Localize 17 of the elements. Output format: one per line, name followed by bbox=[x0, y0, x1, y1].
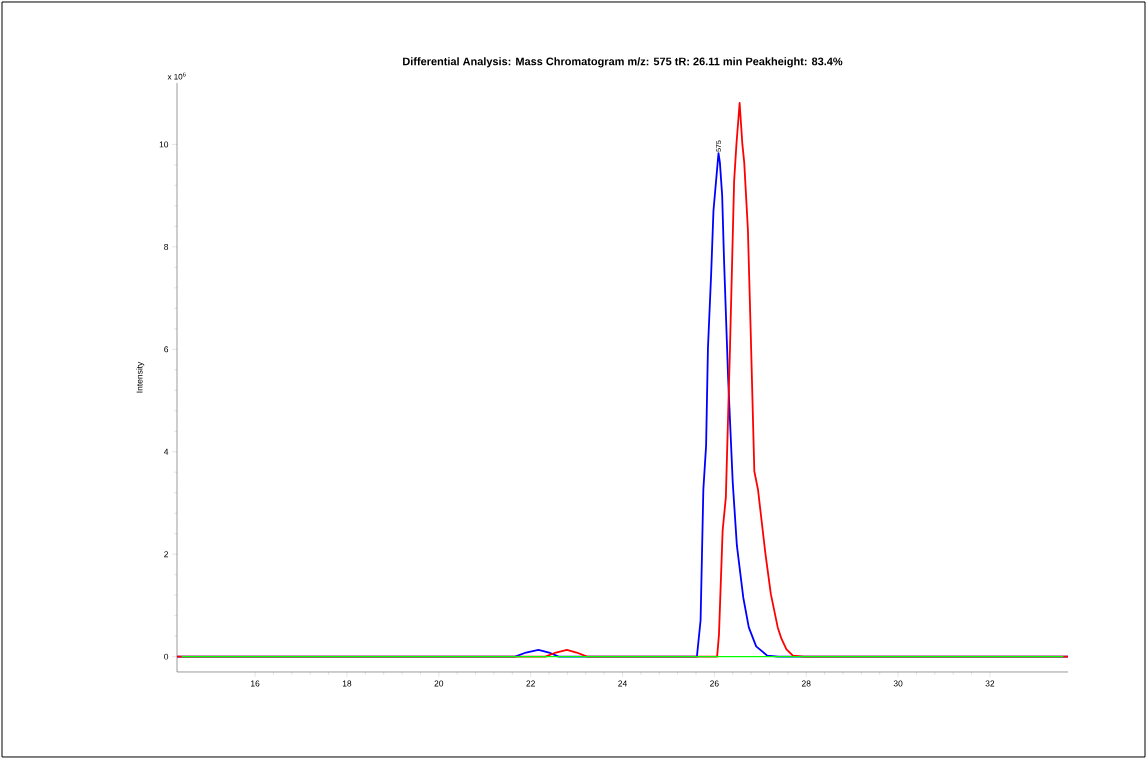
y-tick-label: 4 bbox=[163, 448, 169, 455]
y-axis-title: Intensity bbox=[136, 361, 145, 393]
x-tick-label: 18 bbox=[342, 680, 352, 687]
y-tick-label: 10 bbox=[159, 141, 169, 148]
y-tick-label: 8 bbox=[164, 243, 169, 250]
x-tick-label: 32 bbox=[985, 680, 995, 687]
x-tick-label: 24 bbox=[618, 680, 627, 687]
x-tick-label: 30 bbox=[893, 680, 903, 687]
y-tick-label: 6 bbox=[164, 346, 169, 353]
y-tick-label: 0 bbox=[164, 653, 169, 660]
y-tick-label: 2 bbox=[164, 551, 169, 558]
x-tick-label: 28 bbox=[801, 680, 811, 687]
chart-title: Differential Analysis: Mass Chromatogram m/z: 575 tR: 26.11 min Peakheight: 83.4% bbox=[403, 57, 843, 68]
x-tick-label: 26 bbox=[710, 680, 719, 687]
x-tick-label: 20 bbox=[434, 680, 444, 687]
x-tick-label: 22 bbox=[526, 680, 535, 687]
x-tick-label: 16 bbox=[251, 680, 260, 687]
